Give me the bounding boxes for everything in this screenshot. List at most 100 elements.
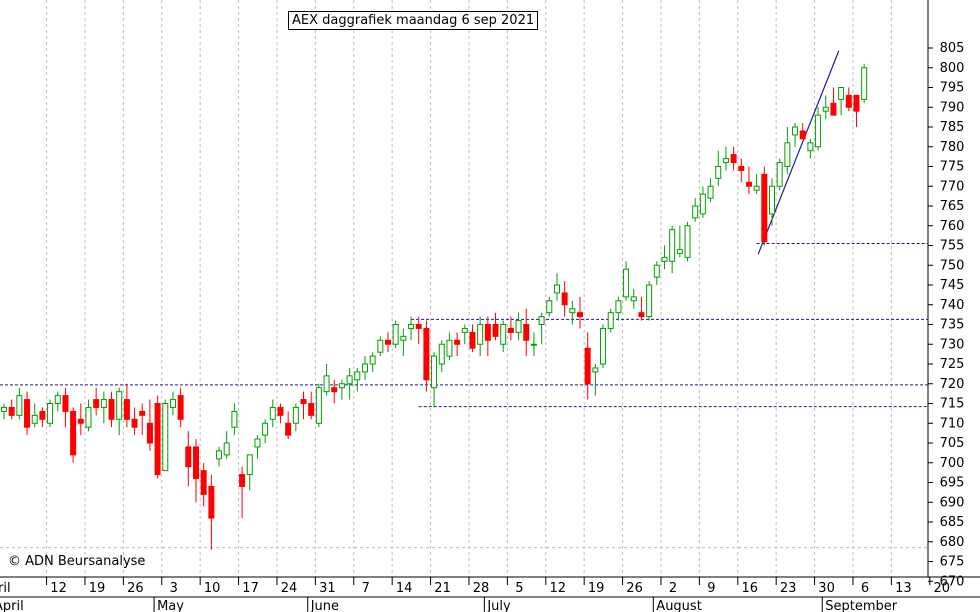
candle-up (669, 229, 676, 262)
candle-up (676, 248, 683, 254)
y-tick-label: 795 (940, 81, 965, 96)
candle-down (730, 154, 737, 164)
candle-down (454, 339, 461, 345)
candle-up (446, 339, 453, 357)
candle-down (761, 173, 768, 243)
copyright-label: © ADN Beursanalyse (8, 554, 146, 569)
candle-down (177, 395, 184, 420)
candle-down (139, 410, 146, 416)
candle-down (799, 130, 806, 140)
candle-down (308, 403, 315, 416)
candle-up (623, 268, 630, 298)
x-tick-label: 19 (588, 581, 605, 596)
candle-up (692, 205, 699, 219)
y-tick-label: 685 (940, 515, 965, 530)
candle-down (492, 324, 499, 337)
month-label: July (486, 599, 511, 612)
candle-up (431, 355, 438, 389)
candle-down (146, 422, 153, 444)
candle-up (361, 363, 368, 373)
candle-up (116, 391, 123, 420)
candle-up (722, 158, 729, 164)
candle-down (77, 418, 84, 424)
candle-up (776, 162, 783, 187)
y-tick-label: 770 (940, 179, 965, 194)
candle-down (285, 422, 292, 436)
x-tick-label: 12 (550, 581, 567, 596)
candle-up (653, 264, 660, 278)
x-tick-label: ril (0, 581, 11, 596)
candle-up (707, 185, 714, 199)
y-tick-label: 680 (940, 535, 965, 550)
candle-down (200, 470, 207, 495)
candle-up (369, 355, 376, 365)
x-tick-label: 14 (396, 581, 413, 596)
candle-up (530, 343, 537, 346)
candle-up (31, 414, 38, 424)
y-tick-label: 730 (940, 337, 965, 352)
candle-up (85, 406, 92, 428)
x-tick-label: 31 (319, 581, 336, 596)
candle-up (231, 410, 238, 428)
candle-down (154, 403, 161, 476)
candle-down (638, 312, 645, 318)
x-tick-label: 13 (895, 581, 912, 596)
candle-up (269, 406, 276, 420)
candle-up (162, 403, 169, 472)
candle-up (392, 324, 399, 345)
y-tick-label: 780 (940, 140, 965, 155)
y-tick-label: 705 (940, 436, 965, 451)
y-tick-label: 785 (940, 120, 965, 135)
x-tick-label: 26 (127, 581, 144, 596)
candle-down (8, 406, 15, 416)
candle-up (223, 442, 230, 456)
candle-down (845, 94, 852, 108)
candle-up (699, 193, 706, 215)
candle-up (438, 343, 445, 365)
y-tick-label: 750 (940, 258, 965, 273)
candle-up (54, 395, 61, 405)
x-tick-label: 19 (89, 581, 106, 596)
candle-down (415, 324, 422, 329)
candle-up (100, 399, 107, 408)
x-tick-label: 9 (707, 581, 715, 596)
month-label: September (825, 599, 898, 612)
x-tick-label: 6 (861, 581, 869, 596)
x-tick-label: 12 (50, 581, 67, 596)
candle-up (16, 395, 23, 416)
y-tick-label: 805 (940, 41, 965, 56)
x-tick-label: 30 (818, 581, 835, 596)
candle-down (561, 292, 568, 306)
y-tick-label: 675 (940, 555, 965, 570)
candle-down (277, 406, 284, 416)
candle-up (784, 142, 791, 168)
candle-up (861, 67, 868, 100)
candle-down (239, 474, 246, 487)
x-tick-label: 26 (626, 581, 643, 596)
candle-down (93, 399, 100, 408)
candle-up (838, 87, 845, 100)
y-tick-label: 760 (940, 219, 965, 234)
x-tick-label: 24 (281, 581, 298, 596)
x-tick-label: 10 (204, 581, 221, 596)
candle-up (592, 367, 599, 373)
candle-down (523, 324, 530, 341)
y-tick-label: 670 (940, 574, 965, 589)
candle-down (70, 410, 77, 456)
y-tick-label: 740 (940, 298, 965, 313)
candle-down (484, 324, 491, 341)
x-tick-label: 20 (934, 581, 951, 596)
candle-down (385, 339, 391, 345)
x-tick-label: 23 (780, 581, 797, 596)
candle-down (185, 446, 192, 468)
candle-up (377, 339, 384, 353)
candle-down (193, 446, 199, 480)
candle-up (292, 406, 299, 424)
x-tick-label: 21 (434, 581, 451, 596)
y-tick-label: 720 (940, 377, 965, 392)
x-tick-label: 7 (362, 581, 370, 596)
chart-title: AEX daggrafiek maandag 6 sep 2021 (288, 11, 539, 30)
candle-up (569, 308, 576, 314)
y-tick-label: 735 (940, 318, 965, 333)
